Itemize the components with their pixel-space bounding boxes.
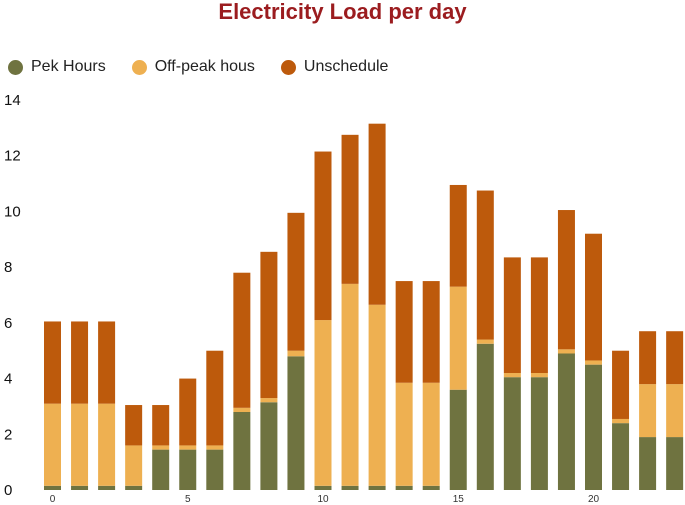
chart-legend: Pek Hours Off-peak hous Unschedule <box>8 56 414 78</box>
bar-segment-unscheduled[interactable] <box>585 233 602 361</box>
bar-segment-unscheduled[interactable] <box>612 350 630 419</box>
bar-segment-unscheduled[interactable] <box>314 151 332 321</box>
y-tick-label: 6 <box>4 315 12 332</box>
bar-segment-peak[interactable] <box>341 485 359 490</box>
bar-segment-offpeak[interactable] <box>125 445 143 486</box>
bar-segment-peak[interactable] <box>530 377 548 490</box>
bar-segment-unscheduled[interactable] <box>125 405 143 446</box>
legend-label-peak: Pek Hours <box>31 58 106 75</box>
bar-segment-offpeak[interactable] <box>422 382 440 486</box>
bar-segment-peak[interactable] <box>422 485 440 490</box>
y-tick-label: 0 <box>4 482 12 499</box>
bar-segment-peak[interactable] <box>395 485 413 490</box>
bar-segment-offpeak[interactable] <box>44 403 61 486</box>
bar-segment-peak[interactable] <box>152 449 170 490</box>
bar-segment-peak[interactable] <box>179 449 197 490</box>
legend-label-offpeak: Off-peak hous <box>154 58 255 75</box>
bar-segment-peak[interactable] <box>557 353 575 491</box>
bar-segment-unscheduled[interactable] <box>44 321 61 404</box>
y-tick-label: 4 <box>4 371 12 388</box>
legend-label-unscheduled: Unschedule <box>303 58 389 75</box>
bar-segment-peak[interactable] <box>98 485 116 490</box>
bar-segment-unscheduled[interactable] <box>368 123 386 305</box>
bar-segment-offpeak[interactable] <box>98 403 116 486</box>
bar-segment-peak[interactable] <box>260 402 278 490</box>
bar-segment-unscheduled[interactable] <box>233 272 251 408</box>
x-tick-label: 10 <box>317 494 329 505</box>
bar-segment-peak[interactable] <box>233 412 251 490</box>
bar-segment-offpeak[interactable] <box>314 320 332 486</box>
legend-item-unscheduled[interactable]: Unschedule <box>280 58 389 76</box>
bar-segment-unscheduled[interactable] <box>287 212 305 351</box>
bar-segment-unscheduled[interactable] <box>449 184 467 287</box>
bar-segment-unscheduled[interactable] <box>395 281 413 383</box>
bar-segment-unscheduled[interactable] <box>639 331 657 385</box>
bar-segment-offpeak[interactable] <box>341 283 359 486</box>
y-tick-label: 10 <box>4 203 21 220</box>
bar-segment-peak[interactable] <box>314 485 332 490</box>
x-tick-label: 5 <box>185 494 191 505</box>
legend-item-peak[interactable]: Pek Hours <box>8 58 106 76</box>
legend-swatch-unscheduled <box>280 59 296 75</box>
y-tick-label: 12 <box>4 148 21 165</box>
bar-segment-unscheduled[interactable] <box>98 321 116 404</box>
bar-segment-peak[interactable] <box>368 485 386 490</box>
bar-segment-peak[interactable] <box>666 437 684 490</box>
bar-segment-unscheduled[interactable] <box>530 257 548 373</box>
bar-segment-offpeak[interactable] <box>179 445 197 450</box>
x-tick-label: 15 <box>453 494 465 505</box>
bar-segment-offpeak[interactable] <box>449 286 467 390</box>
y-tick-label: 14 <box>4 92 21 109</box>
legend-swatch-offpeak <box>131 59 147 75</box>
bar-segment-peak[interactable] <box>503 377 521 490</box>
x-tick-label: 20 <box>588 494 600 505</box>
bar-segment-unscheduled[interactable] <box>152 405 170 446</box>
bar-segment-peak[interactable] <box>44 485 61 490</box>
bar-segment-offpeak[interactable] <box>639 384 657 438</box>
bar-segment-peak[interactable] <box>612 423 630 490</box>
bar-segment-peak[interactable] <box>71 485 89 490</box>
legend-swatch-peak <box>8 59 23 75</box>
bar-segment-unscheduled[interactable] <box>476 190 494 340</box>
bar-segment-unscheduled[interactable] <box>260 251 278 399</box>
bar-segment-offpeak[interactable] <box>71 403 89 486</box>
bar-segment-unscheduled[interactable] <box>206 350 224 446</box>
bar-segment-offpeak[interactable] <box>287 350 305 357</box>
bar-segment-offpeak[interactable] <box>368 304 386 486</box>
y-tick-label: 2 <box>4 426 12 443</box>
bar-segment-unscheduled[interactable] <box>179 378 197 446</box>
bar-segment-unscheduled[interactable] <box>71 321 89 404</box>
bar-segment-offpeak[interactable] <box>612 418 630 424</box>
bar-segment-unscheduled[interactable] <box>341 134 359 284</box>
bar-segment-offpeak[interactable] <box>206 445 224 450</box>
bar-segment-peak[interactable] <box>206 449 224 490</box>
bar-segment-offpeak[interactable] <box>476 339 494 344</box>
bar-segment-unscheduled[interactable] <box>422 281 440 383</box>
bar-segment-peak[interactable] <box>585 364 602 490</box>
chart-title: Electricity Load per day <box>218 0 467 24</box>
bar-segment-offpeak[interactable] <box>585 360 602 365</box>
bar-segment-peak[interactable] <box>125 485 143 490</box>
bar-segment-peak[interactable] <box>476 343 494 490</box>
y-tick-label: 8 <box>4 259 12 276</box>
bar-segment-offpeak[interactable] <box>260 398 278 403</box>
legend-item-offpeak[interactable]: Off-peak hous <box>131 58 255 76</box>
bar-segment-unscheduled[interactable] <box>503 257 521 373</box>
bar-segment-peak[interactable] <box>449 389 467 490</box>
x-tick-label: 0 <box>50 494 56 505</box>
bar-segment-offpeak[interactable] <box>152 445 170 450</box>
bar-segment-offpeak[interactable] <box>557 349 575 354</box>
bar-segment-offpeak[interactable] <box>530 373 548 378</box>
bar-segment-offpeak[interactable] <box>503 373 521 378</box>
bar-segment-offpeak[interactable] <box>233 407 251 412</box>
bar-segment-unscheduled[interactable] <box>557 210 575 350</box>
bar-segment-offpeak[interactable] <box>666 384 684 438</box>
bar-segment-unscheduled[interactable] <box>666 331 684 385</box>
bar-segment-peak[interactable] <box>639 437 657 490</box>
bar-segment-offpeak[interactable] <box>395 382 413 486</box>
bar-segment-peak[interactable] <box>287 356 305 490</box>
